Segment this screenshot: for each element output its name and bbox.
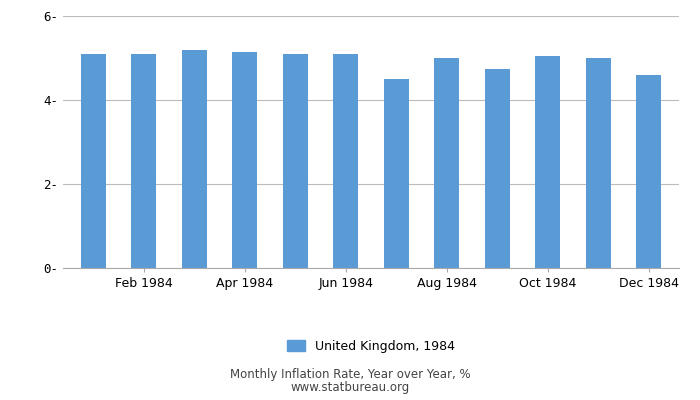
Bar bbox=[384, 79, 409, 268]
Bar bbox=[333, 54, 358, 268]
Bar bbox=[484, 68, 510, 268]
Bar bbox=[232, 52, 258, 268]
Bar bbox=[586, 58, 611, 268]
Text: www.statbureau.org: www.statbureau.org bbox=[290, 381, 410, 394]
Bar bbox=[80, 54, 106, 268]
Bar bbox=[283, 54, 308, 268]
Bar bbox=[636, 75, 662, 268]
Bar bbox=[131, 54, 156, 268]
Bar bbox=[182, 50, 207, 268]
Bar bbox=[434, 58, 459, 268]
Bar bbox=[535, 56, 560, 268]
Text: Monthly Inflation Rate, Year over Year, %: Monthly Inflation Rate, Year over Year, … bbox=[230, 368, 470, 381]
Legend: United Kingdom, 1984: United Kingdom, 1984 bbox=[281, 334, 461, 358]
